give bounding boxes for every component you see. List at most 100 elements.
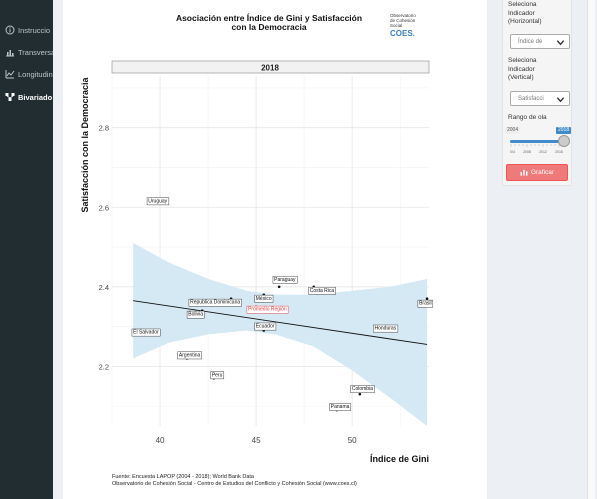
label-box-peru (210, 371, 225, 380)
point-colombia (358, 392, 362, 396)
label-el-salvador: El Salvador (133, 330, 159, 336)
x-label-line2: Indicador (508, 9, 535, 17)
facet-strip (111, 60, 430, 74)
footer-credit: Observatorio de Cohesión Social - Centro… (112, 481, 357, 487)
label-box-republica-dominicana (188, 298, 242, 307)
plot-panel: Asociación entre Índice de Gini y Satisf… (63, 0, 487, 499)
range-slider-fill (510, 140, 568, 143)
sidebar-item-label: Instruccio (18, 25, 51, 35)
label-box-promedio-region (246, 305, 289, 314)
label-republica-dominicana: Republica Dominicana (190, 300, 240, 306)
point-paraguay (277, 285, 281, 289)
y-label-line3: (Vertical) (508, 74, 534, 81)
x-indicator-label: Seleciona Indicador (Horizontal) (508, 1, 542, 27)
y-tick-label: 2.2 (99, 362, 109, 371)
y-indicator-select[interactable]: Satisfacci (510, 91, 570, 106)
sidebar-item-instrucciones[interactable]: Instruccio (0, 21, 53, 39)
sidebar-item-label: Transversa (18, 47, 53, 57)
y-tick-label: 2.8 (99, 124, 109, 133)
bar-chart-icon (6, 50, 14, 57)
sidebar: Instruccio Transversa Longitudin Bivaria… (0, 0, 53, 499)
slider-tick-label: 2016 (555, 150, 563, 154)
info-icon (5, 25, 15, 35)
range-label: Rango de ola (508, 114, 547, 121)
x-label-line3: (Horizontal) (508, 18, 542, 25)
bar-chart-icon (520, 169, 528, 176)
label-costa-rica: Costa Rica (310, 288, 335, 294)
y-indicator-label: Seleciona Indicador (Vertical) (508, 57, 537, 83)
scrollbar-thumb[interactable] (587, 0, 595, 499)
tick-layer: 40 45 50 2.2 2.4 2.6 2.8 (99, 124, 358, 445)
label-box-paraguay (272, 275, 298, 284)
chevron-down-icon (556, 40, 565, 46)
x-axis-label: Índice de Gini (370, 454, 429, 464)
label-peru: Peru (212, 372, 223, 378)
range-min-tag: 2004 (505, 127, 521, 134)
x-tick-label: 50 (348, 436, 357, 445)
label-box-el-salvador (131, 328, 161, 337)
slider-tick-label: 2004 (510, 150, 515, 154)
label-box-argentina (177, 351, 202, 360)
x-indicator-select[interactable]: Índice de (510, 34, 570, 49)
sidebar-item-transversal[interactable]: Transversa (0, 43, 53, 61)
label-promedio-region: Promedio Región (248, 307, 287, 313)
label-uruguay: Uruguay (148, 198, 167, 204)
y-label-line1: Seleciona (508, 57, 537, 64)
plot-title-line1: Asociación entre Índice de Gini y Satisf… (176, 13, 362, 23)
label-box-brasil (417, 299, 434, 308)
label-box-panama (329, 403, 352, 411)
label-box-uruguay (146, 197, 170, 206)
label-box-bolivia (186, 310, 205, 319)
points-layer: Uruguay Paraguay Costa Rica Brasil México Rep… (131, 197, 434, 412)
slider-tick-label: 2008 (523, 150, 531, 154)
sidebar-item-longitudinal[interactable]: Longitudin (0, 65, 53, 83)
line-chart-icon (5, 70, 15, 79)
label-bolivia: Bolivia (188, 312, 203, 318)
point-brasil (425, 297, 429, 301)
graficar-label: Graficar (530, 169, 555, 176)
label-box-ecuador (254, 322, 277, 331)
logo-line3: Social (390, 23, 402, 28)
page-scrollbar[interactable] (585, 0, 597, 499)
confidence-ribbon (133, 243, 428, 426)
y-axis-label: Satisfacción con la Democracia (80, 76, 90, 212)
slider-tick-label: 2012 (539, 150, 547, 154)
label-brasil: Brasil (419, 301, 432, 307)
control-panel: Seleciona Indicador (Horizontal) Índice … (502, 0, 572, 186)
network-icon (5, 93, 15, 101)
label-box-honduras (373, 324, 399, 333)
range-slider-track[interactable] (510, 140, 568, 143)
trend-line (133, 300, 428, 345)
facet-label: 2018 (261, 64, 279, 73)
label-colombia: Colombia (352, 386, 373, 392)
x-label-line1: Seleciona (508, 1, 537, 8)
label-box-mexico (254, 294, 274, 303)
label-mexico: México (256, 296, 272, 302)
x-indicator-value: Índice de (518, 38, 543, 45)
y-label-line2: Indicador (508, 65, 535, 73)
scatter-plot: Asociación entre Índice de Gini y Satisf… (80, 13, 434, 487)
chevron-down-icon (556, 97, 565, 103)
range-max-tag: 2018 (556, 127, 572, 134)
coes-logo: Observatorio de Cohesión Social COES. (390, 13, 416, 38)
x-tick-label: 40 (156, 436, 165, 445)
logo-line1: Observatorio (390, 13, 416, 18)
sidebar-item-label: Bivariado (18, 92, 53, 102)
label-ecuador: Ecuador (256, 324, 275, 330)
x-tick-label: 45 (252, 436, 261, 445)
logo-mark: COES. (390, 29, 415, 38)
label-argentina: Argentina (179, 352, 201, 358)
logo-line2: de Cohesión (390, 18, 416, 23)
label-box-costa-rica (308, 286, 336, 295)
y-indicator-value: Satisfacci (518, 95, 544, 102)
y-tick-label: 2.4 (99, 283, 109, 292)
plot-title-line2: con la Democracia (231, 22, 306, 32)
label-paraguay: Paraguay (274, 277, 296, 283)
graficar-button[interactable]: Graficar (506, 164, 568, 181)
range-slider-handle[interactable] (558, 135, 570, 147)
label-box-colombia (350, 385, 375, 394)
sidebar-item-bivariado[interactable]: Bivariado (0, 88, 53, 106)
label-honduras: Honduras (374, 326, 396, 332)
label-panama: Panama (331, 404, 350, 410)
footer-source: Fuente: Encuesta LAPOP (2004 - 2018); Wo… (112, 474, 255, 480)
